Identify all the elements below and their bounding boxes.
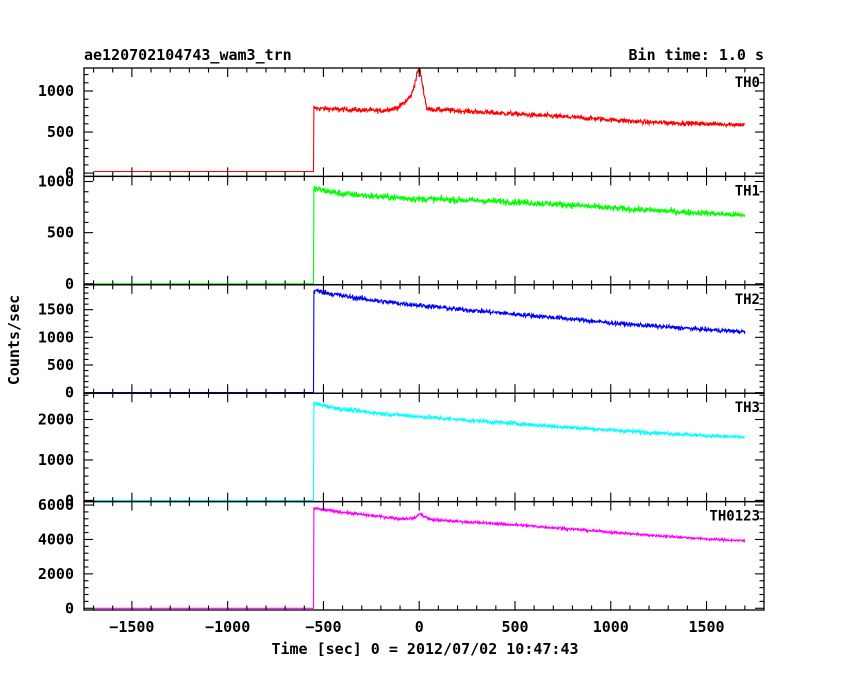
y-tick-label: 2000 <box>38 565 74 583</box>
x-tick-label: 500 <box>501 618 528 636</box>
x-tick-label: 1000 <box>593 618 629 636</box>
panel-tag-th0123: TH0123 <box>709 509 760 525</box>
panel-tag-th3: TH3 <box>735 400 760 416</box>
y-tick-label: 500 <box>47 123 74 141</box>
panel-th2: 0 500 1000 1500 TH2 <box>38 284 765 402</box>
y-tick-label: 2000 <box>38 410 74 428</box>
panel-tag-th2: TH2 <box>735 292 760 308</box>
y-tick-label: 0 <box>65 491 74 509</box>
x-axis-title: Time [sec] 0 = 2012/07/02 10:47:43 <box>271 640 578 658</box>
y-tick-label: 500 <box>47 356 74 374</box>
x-tick-label: 1500 <box>688 618 724 636</box>
panel-frame <box>83 175 765 286</box>
x-tick-label: −500 <box>305 618 341 636</box>
panel-tag-th1: TH1 <box>735 183 760 199</box>
y-tick-label: 0 <box>65 275 74 293</box>
y-axis-title: Counts/sec <box>5 295 23 385</box>
x-tick-label: −1500 <box>109 618 154 636</box>
series-line-th1 <box>93 185 746 285</box>
y-tick-label: 500 <box>47 224 74 242</box>
y-tick-label: 1500 <box>38 301 74 319</box>
y-tick-label: 1000 <box>38 328 74 346</box>
panel-frame <box>83 284 765 394</box>
y-tick-label: 0 <box>65 384 74 402</box>
y-tick-label: 0 <box>65 164 74 182</box>
chart-title: ae120702104743_wam3_trn <box>84 46 292 64</box>
x-tick-label: 0 <box>415 618 424 636</box>
y-tick-label: 1000 <box>38 451 74 469</box>
y-tick-label: 1000 <box>38 82 74 100</box>
y-tick-label: 4000 <box>38 530 74 548</box>
series-line-th0123 <box>93 506 746 609</box>
panel-frame <box>83 500 765 611</box>
panel-th3: 0 1000 2000 TH3 <box>38 392 765 509</box>
panel-tag-th0: TH0 <box>735 75 760 91</box>
y-tick-label: 0 <box>65 599 74 617</box>
bin-time-label: Bin time: 1.0 s <box>629 46 764 64</box>
panel-frame <box>83 392 765 503</box>
x-tick-label: −1000 <box>205 618 250 636</box>
series-line-th3 <box>93 401 745 501</box>
panel-th1: 0 500 1000 TH1 <box>38 173 765 293</box>
y-tick-label: 1000 <box>38 173 74 191</box>
y-tick-label: 6000 <box>38 496 74 514</box>
panel-th0: 0 500 1000 TH0 <box>38 67 765 182</box>
series-line-th0 <box>93 68 746 173</box>
panel-th0123: 0 2000 4000 6000 TH0123 <box>38 496 765 617</box>
series-line-th2 <box>93 287 746 394</box>
